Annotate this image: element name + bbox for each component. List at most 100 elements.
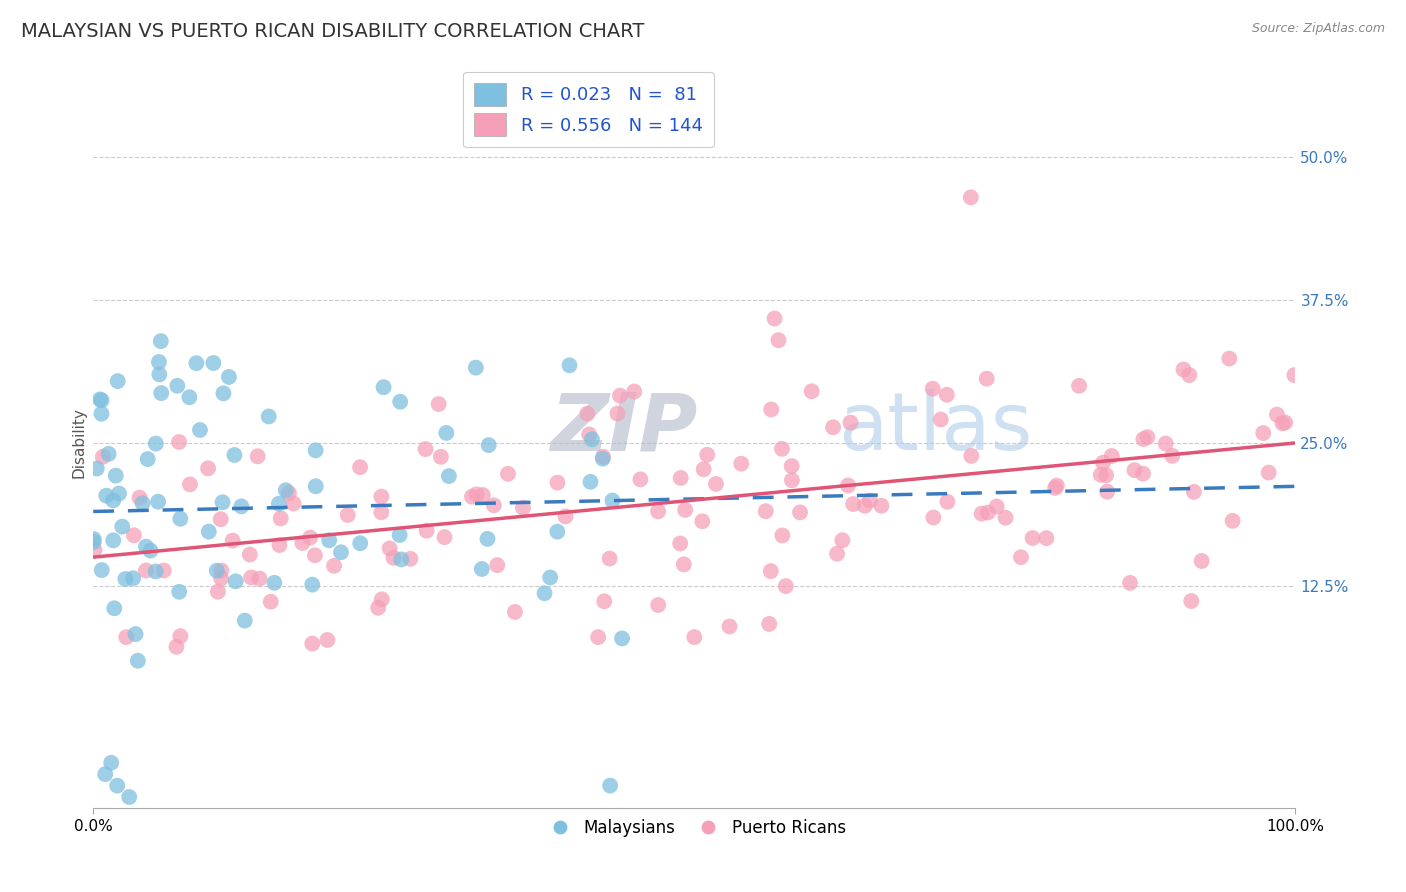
Puerto Ricans: [780, 459, 803, 474]
Puerto Ricans: [1067, 379, 1090, 393]
Puerto Ricans: [770, 442, 793, 456]
Malaysians: [100, 756, 122, 770]
Puerto Ricans: [1046, 478, 1069, 492]
Puerto Ricans: [1191, 554, 1213, 568]
Malaysians: [146, 494, 169, 508]
Puerto Ricans: [399, 551, 422, 566]
Puerto Ricans: [1090, 467, 1112, 482]
Malaysians: [186, 356, 208, 370]
Text: Source: ZipAtlas.com: Source: ZipAtlas.com: [1251, 22, 1385, 36]
Malaysians: [86, 461, 108, 475]
Malaysians: [471, 562, 494, 576]
Puerto Ricans: [669, 471, 692, 485]
Malaysians: [149, 334, 172, 348]
Puerto Ricans: [789, 505, 811, 519]
Puerto Ricans: [169, 629, 191, 643]
Puerto Ricans: [936, 495, 959, 509]
Puerto Ricans: [1218, 351, 1240, 366]
Malaysians: [197, 524, 219, 539]
Malaysians: [107, 374, 129, 388]
Malaysians: [103, 493, 125, 508]
Puerto Ricans: [465, 487, 488, 501]
Malaysians: [388, 528, 411, 542]
Puerto Ricans: [115, 630, 138, 644]
Puerto Ricans: [690, 514, 713, 528]
Puerto Ricans: [775, 579, 797, 593]
Malaysians: [274, 483, 297, 498]
Malaysians: [139, 543, 162, 558]
Malaysians: [267, 497, 290, 511]
Malaysians: [257, 409, 280, 424]
Puerto Ricans: [831, 533, 853, 548]
Malaysians: [188, 423, 211, 437]
Puerto Ricans: [758, 616, 780, 631]
Puerto Ricans: [482, 498, 505, 512]
Puerto Ricans: [576, 407, 599, 421]
Malaysians: [150, 386, 173, 401]
Puerto Ricans: [669, 536, 692, 550]
Puerto Ricans: [461, 490, 484, 504]
Malaysians: [94, 767, 117, 781]
Puerto Ricans: [415, 524, 437, 538]
Puerto Ricans: [83, 542, 105, 557]
Malaysians: [305, 443, 328, 458]
Malaysians: [166, 379, 188, 393]
Puerto Ricans: [759, 564, 782, 578]
Malaysians: [579, 475, 602, 489]
Malaysians: [167, 584, 190, 599]
Puerto Ricans: [91, 450, 114, 464]
Puerto Ricans: [1132, 467, 1154, 481]
Puerto Ricans: [986, 500, 1008, 514]
Malaysians: [533, 586, 555, 600]
Puerto Ricans: [546, 475, 568, 490]
Puerto Ricans: [628, 472, 651, 486]
Puerto Ricans: [367, 600, 389, 615]
Puerto Ricans: [1265, 408, 1288, 422]
Malaysians: [349, 536, 371, 550]
Puerto Ricans: [179, 477, 201, 491]
Puerto Ricans: [209, 571, 232, 585]
Puerto Ricans: [503, 605, 526, 619]
Puerto Ricans: [471, 488, 494, 502]
Text: ZIP: ZIP: [550, 389, 697, 467]
Puerto Ricans: [1095, 484, 1118, 499]
Malaysians: [83, 534, 105, 549]
Puerto Ricans: [800, 384, 823, 399]
Puerto Ricans: [299, 531, 322, 545]
Puerto Ricans: [269, 538, 291, 552]
Puerto Ricans: [970, 507, 993, 521]
Puerto Ricans: [270, 511, 292, 525]
Puerto Ricans: [370, 505, 392, 519]
Puerto Ricans: [301, 637, 323, 651]
Puerto Ricans: [291, 536, 314, 550]
Puerto Ricans: [606, 407, 628, 421]
Puerto Ricans: [718, 619, 741, 633]
Puerto Ricans: [1222, 514, 1244, 528]
Malaysians: [136, 452, 159, 467]
Puerto Ricans: [336, 508, 359, 522]
Puerto Ricans: [370, 490, 392, 504]
Puerto Ricans: [1180, 594, 1202, 608]
Puerto Ricans: [609, 389, 631, 403]
Puerto Ricans: [486, 558, 509, 573]
Puerto Ricans: [994, 510, 1017, 524]
Puerto Ricans: [755, 504, 778, 518]
Puerto Ricans: [592, 450, 614, 464]
Malaysians: [89, 392, 111, 407]
Puerto Ricans: [672, 558, 695, 572]
Malaysians: [301, 577, 323, 591]
Puerto Ricans: [730, 457, 752, 471]
Malaysians: [179, 390, 201, 404]
Malaysians: [90, 563, 112, 577]
Malaysians: [389, 552, 412, 566]
Puerto Ricans: [623, 384, 645, 399]
Malaysians: [103, 533, 125, 548]
Malaysians: [97, 447, 120, 461]
Malaysians: [103, 601, 125, 615]
Puerto Ricans: [512, 500, 534, 515]
Puerto Ricans: [870, 499, 893, 513]
Malaysians: [108, 486, 131, 500]
Puerto Ricans: [260, 595, 283, 609]
Puerto Ricans: [1043, 481, 1066, 495]
Malaysians: [538, 570, 561, 584]
